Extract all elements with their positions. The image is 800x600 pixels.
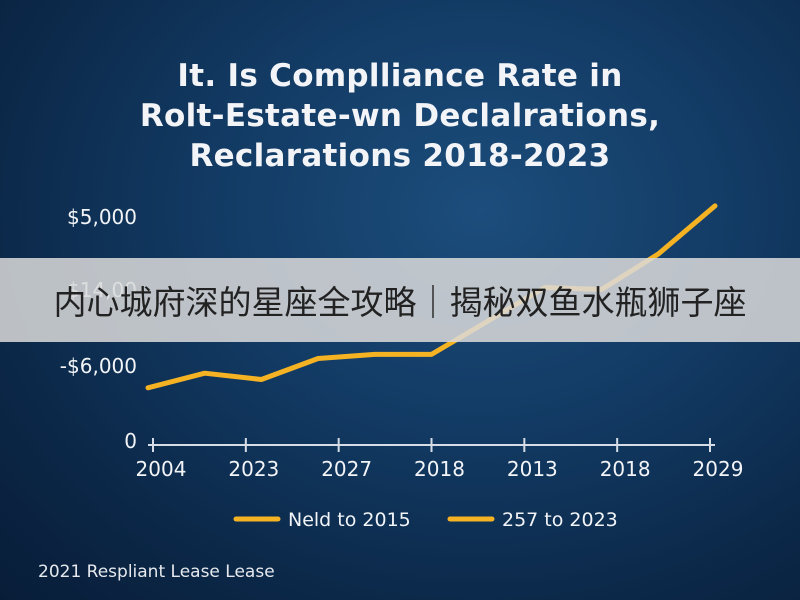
chart-footnote: 2021 Respliant Lease Lease — [38, 562, 275, 582]
y-tick-label: -$6,000 — [60, 354, 137, 378]
chart-title-line-2: Rolt-Estate-wn Declalrations, — [139, 98, 661, 134]
x-tick-label: 2018 — [600, 457, 651, 481]
x-tick-label: 2004 — [136, 457, 187, 481]
x-axis-ticks — [152, 438, 711, 452]
overlay-banner: 内心城府深的星座全攻略｜揭秘双鱼水瓶狮子座 — [0, 258, 800, 342]
x-axis-tick-labels: 2004 2023 2027 2018 2013 2018 2029 — [136, 457, 744, 481]
x-tick-label: 2023 — [228, 457, 279, 481]
y-tick-label: $5,000 — [67, 205, 137, 229]
x-tick-label: 2018 — [414, 457, 465, 481]
legend: Neld to 2015 257 to 2023 — [233, 509, 618, 531]
chart-title-line-1: It. Is Complliance Rate in — [177, 58, 623, 94]
x-tick-label: 2013 — [507, 457, 558, 481]
legend-label: 257 to 2023 — [502, 509, 618, 531]
overlay-banner-text: 内心城府深的星座全攻略｜揭秘双鱼水瓶狮子座 — [53, 283, 747, 322]
legend-label: Neld to 2015 — [288, 509, 411, 531]
x-tick-label: 2029 — [693, 457, 744, 481]
x-tick-label: 2027 — [321, 457, 372, 481]
y-tick-label: 0 — [124, 429, 137, 453]
chart-title-line-3: Reclarations 2018-2023 — [189, 138, 611, 174]
